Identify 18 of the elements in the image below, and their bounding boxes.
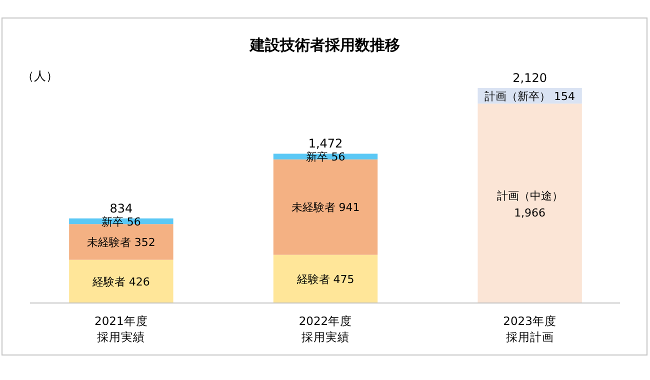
bar (69, 260, 174, 303)
text: 経験者 426 (92, 275, 150, 288)
text: 未経験者 941 (291, 201, 360, 214)
total-label: 1,472 (308, 136, 343, 151)
text: 未経験者 352 (86, 236, 156, 249)
x-tick-label: 2023年度採用計画 (503, 314, 556, 344)
y-axis-title: （人） (22, 69, 58, 83)
data-label: 1,966 (514, 206, 546, 220)
total-label: 834 (110, 201, 133, 216)
bar (273, 254, 378, 303)
text: 経験者 475 (296, 272, 354, 286)
text: 計画（新卒） 154 (484, 90, 576, 103)
bar (478, 104, 582, 303)
x-tick-label: 2022年度採用実績 (298, 314, 352, 344)
x-tick-label: 2021年度採用実績 (94, 314, 148, 344)
total-label: 2,120 (512, 71, 547, 85)
series-label: 計画（中途） (496, 189, 563, 202)
chart-title: 建設技術者採用数推移 (249, 36, 400, 54)
